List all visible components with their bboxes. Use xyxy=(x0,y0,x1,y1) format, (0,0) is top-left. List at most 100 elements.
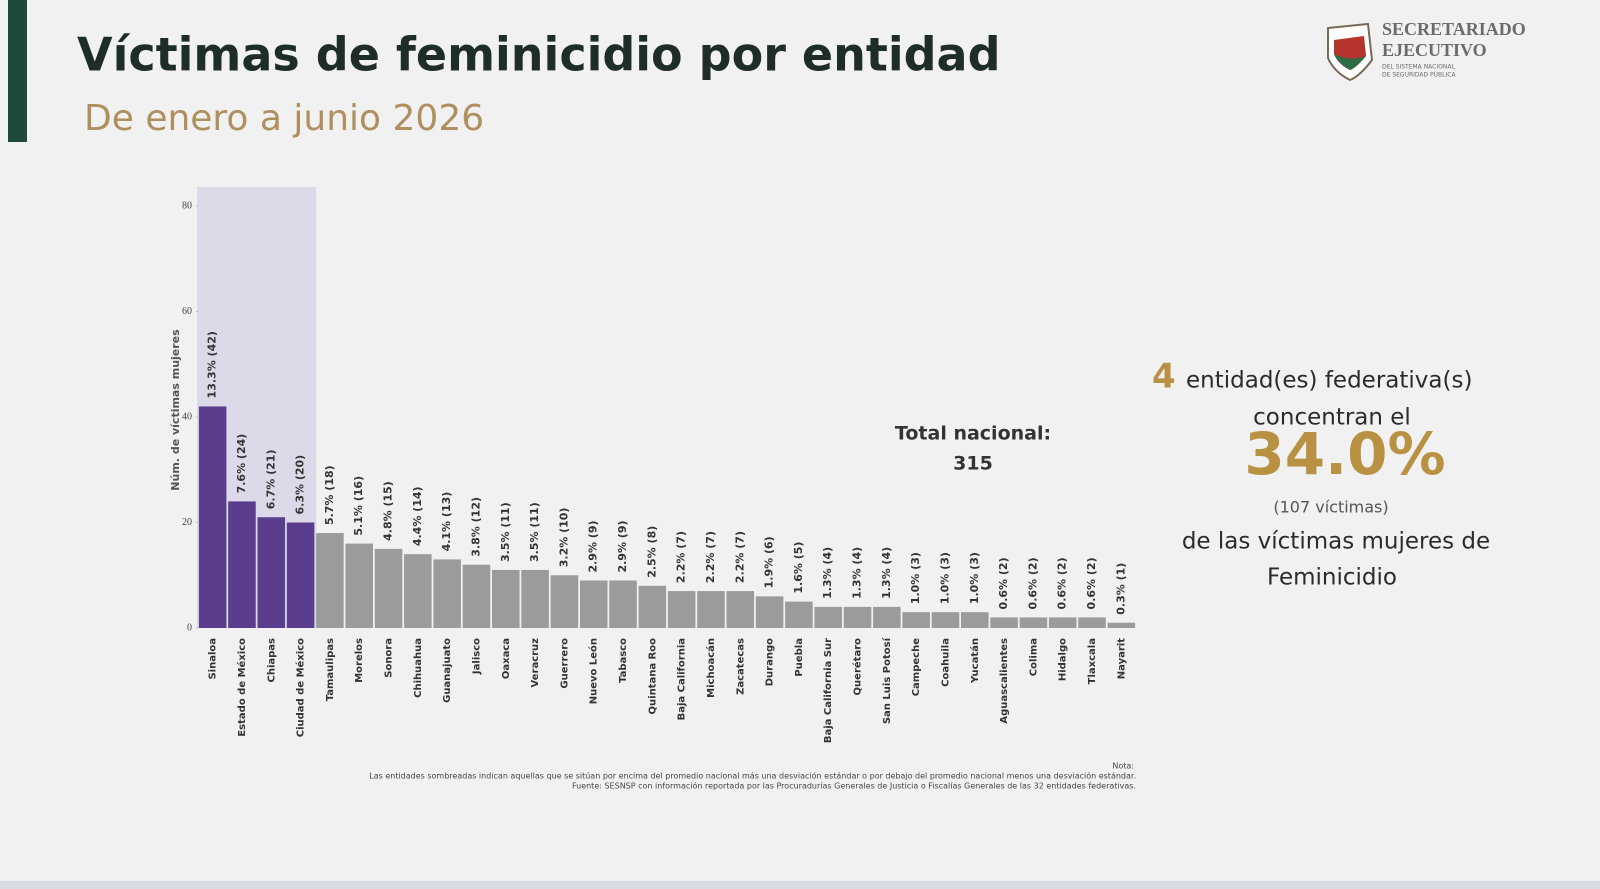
y-tick-label: 80 xyxy=(182,200,192,211)
bar xyxy=(638,585,667,628)
x-tick-label: Chihuahua xyxy=(413,638,424,698)
value-label: 0.6% (2) xyxy=(1026,557,1039,609)
x-tick-label: Sonora xyxy=(384,638,395,678)
value-label: 3.8% (12) xyxy=(469,497,482,557)
bar xyxy=(873,606,901,628)
bar xyxy=(404,554,432,628)
x-tick-label: Tamaulipas xyxy=(325,638,336,701)
x-tick-label: Nayarit xyxy=(1116,638,1127,679)
bar xyxy=(579,580,608,628)
value-label: 6.3% (20) xyxy=(294,455,307,515)
value-label: 1.9% (6) xyxy=(763,536,776,588)
value-label: 1.3% (4) xyxy=(880,547,893,599)
bottom-strip xyxy=(0,881,1600,889)
x-tick-label: Guanajuato xyxy=(442,638,453,703)
value-label: 2.2% (7) xyxy=(733,531,746,583)
x-tick-label: Hidalgo xyxy=(1058,638,1069,681)
bar xyxy=(316,533,344,628)
value-label: 3.5% (11) xyxy=(499,502,512,562)
bar xyxy=(1078,617,1106,628)
value-label: 13.3% (42) xyxy=(206,331,219,398)
bar xyxy=(609,580,637,628)
y-tick-label: 20 xyxy=(182,517,192,528)
logo-text: EJECUTIVO xyxy=(1382,40,1487,60)
x-tick-label: Zacatecas xyxy=(735,638,746,695)
x-tick-label: Morelos xyxy=(354,638,365,683)
x-tick-label: Tabasco xyxy=(618,638,629,683)
chart-subtitle: De enero a junio 2026 xyxy=(84,98,484,139)
total-label: Total nacional: xyxy=(895,423,1051,445)
value-label: 2.5% (8) xyxy=(645,526,658,578)
x-tick-label: Chiapas xyxy=(266,638,277,683)
bar xyxy=(462,564,491,628)
accent-bar xyxy=(8,0,27,142)
bar xyxy=(961,612,989,628)
bar xyxy=(228,501,256,628)
bar xyxy=(374,548,403,628)
logo-text: SECRETARIADO xyxy=(1382,19,1526,39)
logo-text: DE SEGURIDAD PÚBLICA xyxy=(1382,72,1456,79)
y-tick-label: 0 xyxy=(187,622,192,633)
bar xyxy=(550,575,579,628)
value-label: 1.0% (3) xyxy=(938,552,951,604)
bar xyxy=(345,543,373,628)
value-label: 1.3% (4) xyxy=(821,547,834,599)
bar xyxy=(433,559,461,628)
value-label: 3.5% (11) xyxy=(528,502,541,562)
x-tick-label: Tlaxcala xyxy=(1087,638,1098,684)
x-tick-label: Baja California xyxy=(677,638,688,720)
bar xyxy=(257,517,286,628)
bar xyxy=(814,606,842,628)
value-label: 3.2% (10) xyxy=(557,508,570,568)
value-label: 5.1% (16) xyxy=(352,476,365,536)
value-label: 1.3% (4) xyxy=(851,547,864,599)
x-tick-label: Nuevo León xyxy=(588,638,600,704)
logo: SECRETARIADO EJECUTIVO DEL SISTEMA NACIO… xyxy=(1327,19,1526,82)
y-axis-label: Núm. de víctimas mujeres xyxy=(169,329,182,491)
bar xyxy=(785,601,813,628)
x-tick-label: San Luis Potosí xyxy=(881,637,893,724)
summary-count: 4 xyxy=(1152,357,1176,397)
value-label: 0.6% (2) xyxy=(997,557,1010,609)
summary-victims: (107 víctimas) xyxy=(1273,498,1388,517)
summary: 4 entidad(es) federativa(s) concentran e… xyxy=(1152,357,1490,591)
x-tick-label: Quintana Roo xyxy=(647,638,658,715)
x-tick-label: Michoacán xyxy=(705,638,717,698)
logo-text: DEL SISTEMA NACIONAL xyxy=(1382,64,1455,71)
x-tick-label: Jalisco xyxy=(471,638,482,675)
summary-text: entidad(es) federativa(s) xyxy=(1186,368,1472,394)
value-label: 2.9% (9) xyxy=(587,520,600,572)
value-label: 0.6% (2) xyxy=(1056,557,1069,609)
bar xyxy=(843,606,872,628)
x-tick-label: Colima xyxy=(1028,638,1039,676)
summary-text: Feminicidio xyxy=(1267,565,1397,591)
value-label: 7.6% (24) xyxy=(235,434,248,494)
y-tick-label: 60 xyxy=(182,306,192,317)
bar xyxy=(755,596,784,628)
summary-text: concentran el xyxy=(1253,405,1411,431)
bar xyxy=(492,569,520,628)
value-label: 0.3% (1) xyxy=(1114,563,1127,615)
x-tick-label: Baja California Sur xyxy=(823,638,834,743)
x-tick-label: Oaxaca xyxy=(501,638,512,679)
bar xyxy=(286,522,315,628)
x-tick-label: Puebla xyxy=(794,638,805,677)
x-tick-label: Veracruz xyxy=(530,638,541,688)
summary-percent: 34.0% xyxy=(1244,420,1445,488)
note: Las entidades sombreadas indican aquella… xyxy=(369,771,1136,781)
value-label: 2.2% (7) xyxy=(675,531,688,583)
note: Fuente: SESNSP con información reportada… xyxy=(572,781,1136,791)
y-tick-label: 40 xyxy=(182,411,192,422)
bar xyxy=(726,591,755,628)
value-label: 4.4% (14) xyxy=(411,486,424,546)
chart-title: Víctimas de feminicidio por entidad xyxy=(77,28,1001,82)
bar xyxy=(667,591,696,628)
value-label: 1.0% (3) xyxy=(909,552,922,604)
x-tick-label: Sinaloa xyxy=(208,638,219,680)
value-label: 4.1% (13) xyxy=(440,492,453,552)
bar xyxy=(902,612,930,628)
x-tick-label: Estado de México xyxy=(236,638,248,737)
